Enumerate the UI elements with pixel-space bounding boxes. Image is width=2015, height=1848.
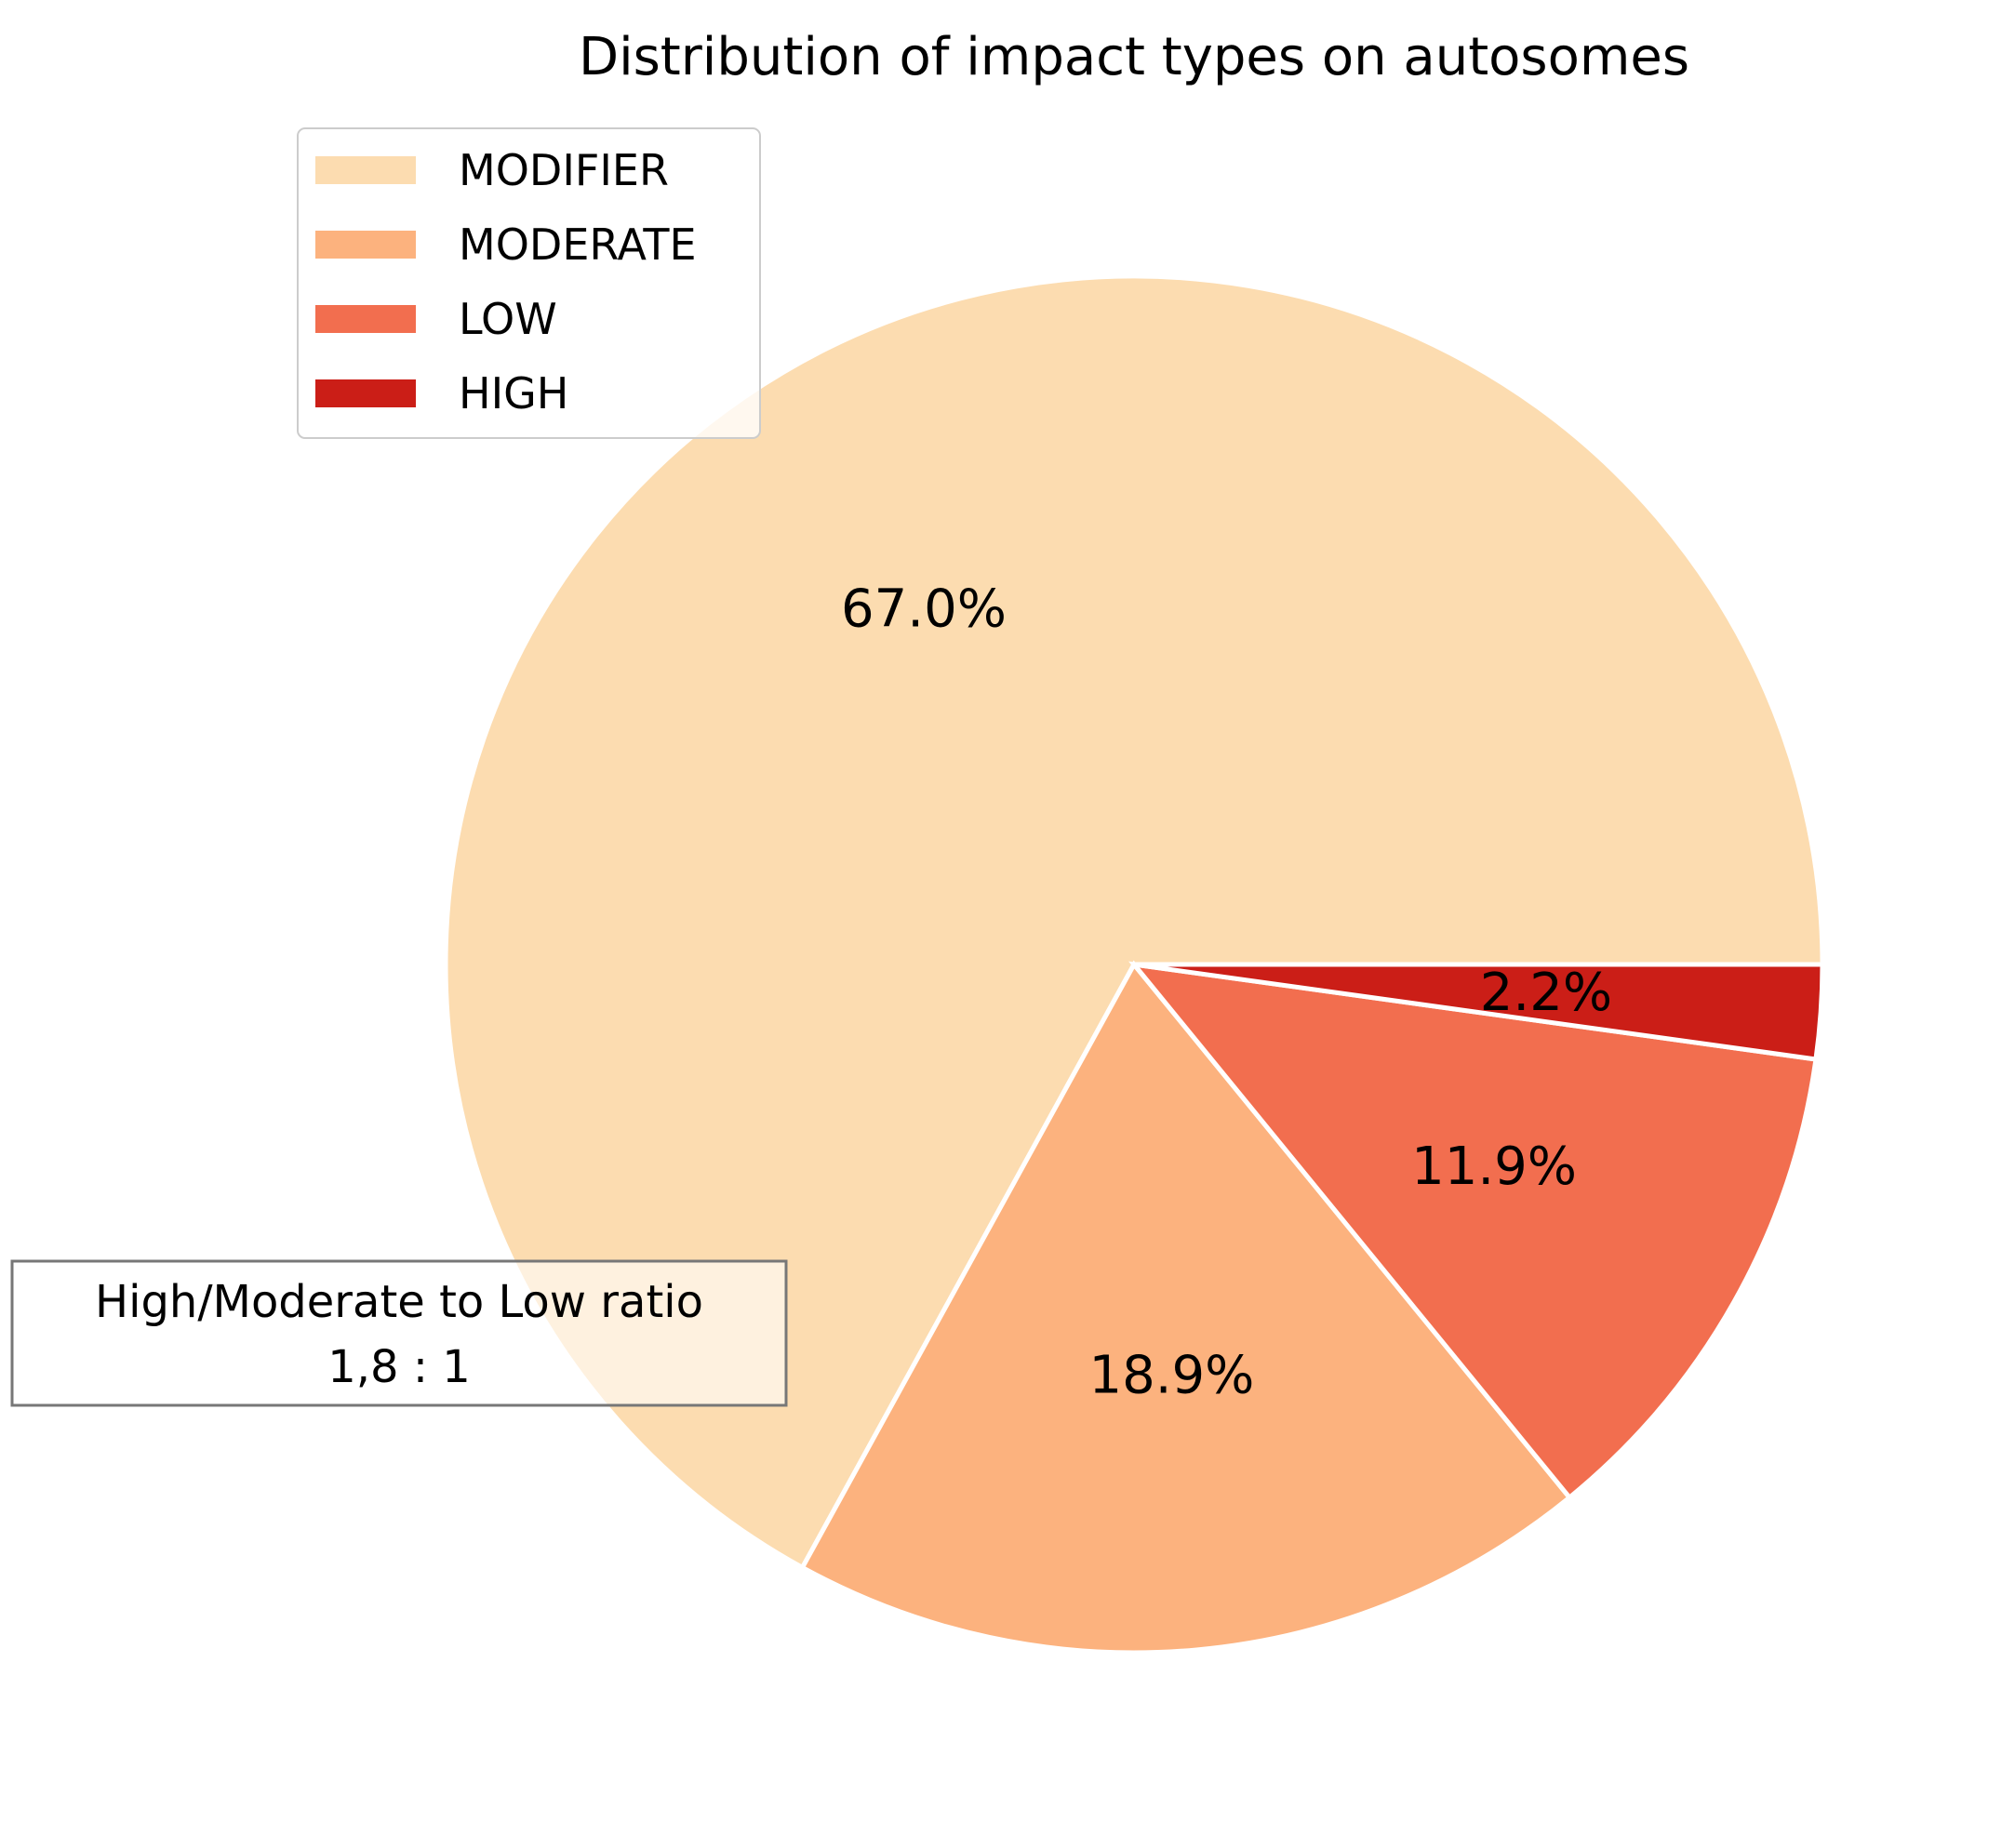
- legend-label-low: LOW: [459, 294, 557, 344]
- legend-label-high: HIGH: [459, 368, 568, 419]
- legend: MODIFIER MODERATE LOW HIGH: [297, 127, 761, 439]
- pie-slice-low: [1128, 961, 1819, 1501]
- legend-swatch-high: [315, 379, 416, 407]
- pie-slice-moderate: [799, 960, 1573, 1655]
- legend-swatch-modifier: [315, 156, 416, 184]
- legend-frame: [297, 127, 761, 439]
- slice-label-high: 2.2%: [1480, 963, 1612, 1023]
- slice-label-modifier: 67.0%: [841, 578, 1007, 639]
- chart-title: Distribution of impact types on autosome…: [579, 27, 1689, 87]
- legend-swatch-moderate: [315, 231, 416, 259]
- pie-slice-modifier: [443, 273, 1825, 1571]
- annotation-line1: High/Moderate to Low ratio: [95, 1276, 703, 1328]
- legend-swatch-low: [315, 305, 416, 333]
- annotation-line2: 1,8 : 1: [327, 1341, 471, 1393]
- slice-label-low: 11.9%: [1411, 1137, 1577, 1197]
- annotation-box: [10, 1259, 788, 1407]
- slice-label-moderate: 18.9%: [1088, 1346, 1254, 1406]
- pie-slice-high: [1133, 962, 1825, 1062]
- legend-label-moderate: MODERATE: [459, 219, 697, 270]
- legend-label-modifier: MODIFIER: [459, 145, 669, 195]
- slice-labels: 67.0% 18.9% 11.9% 2.2%: [841, 578, 1612, 1405]
- pie-slices: [443, 273, 1825, 1655]
- ratio-annotation: High/Moderate to Low ratio 1,8 : 1: [10, 1259, 788, 1407]
